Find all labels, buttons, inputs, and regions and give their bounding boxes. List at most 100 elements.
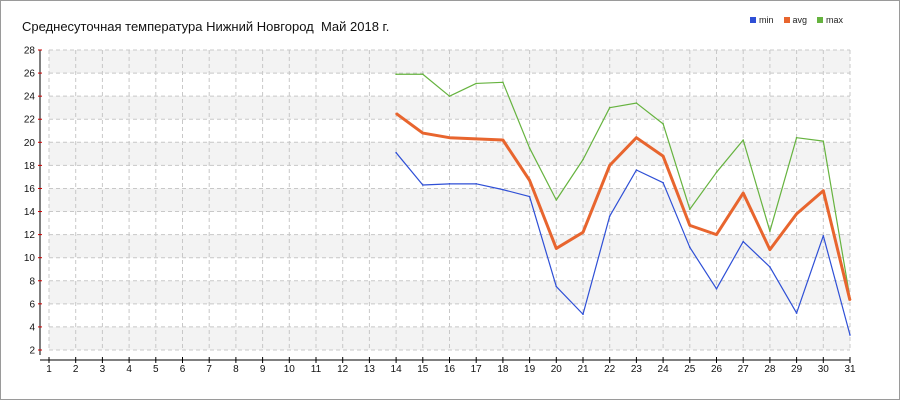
data-point-avg bbox=[635, 136, 638, 139]
data-point-max bbox=[689, 208, 691, 211]
x-tick-label: 26 bbox=[711, 364, 723, 375]
data-point-max bbox=[475, 82, 478, 85]
data-point-max bbox=[448, 95, 451, 97]
legend-entry-avg: avg bbox=[783, 15, 808, 25]
y-tick-label: 16 bbox=[24, 184, 36, 195]
data-point-min bbox=[769, 266, 771, 268]
x-tick-label: 8 bbox=[233, 364, 239, 375]
y-tick-label: 2 bbox=[29, 346, 35, 357]
x-tick-label: 22 bbox=[604, 364, 616, 375]
data-point-max bbox=[662, 123, 664, 125]
data-point-min bbox=[582, 313, 584, 316]
grid-band bbox=[49, 50, 850, 74]
grid-band bbox=[49, 280, 850, 304]
data-point-max bbox=[395, 73, 397, 76]
y-tick-label: 20 bbox=[24, 138, 36, 149]
y-tick-label: 12 bbox=[24, 230, 36, 241]
data-point-avg bbox=[475, 138, 478, 140]
data-point-avg bbox=[395, 112, 397, 115]
x-tick-label: 21 bbox=[577, 364, 589, 375]
x-tick-label: 10 bbox=[284, 364, 296, 375]
x-tick-label: 16 bbox=[444, 364, 456, 375]
grid-band bbox=[49, 142, 850, 166]
y-tick-label: 22 bbox=[24, 115, 36, 126]
x-tick-label: 4 bbox=[126, 364, 132, 375]
y-tick-label: 10 bbox=[24, 253, 36, 264]
data-point-max bbox=[422, 73, 424, 76]
x-tick-label: 6 bbox=[180, 364, 186, 375]
data-point-max bbox=[742, 139, 744, 141]
data-point-max bbox=[502, 81, 504, 84]
legend-label-avg: avg bbox=[792, 15, 808, 25]
data-point-max bbox=[635, 102, 638, 104]
x-tick-label: 18 bbox=[497, 364, 509, 375]
x-tick-label: 30 bbox=[818, 364, 830, 375]
data-point-min bbox=[662, 181, 664, 184]
series-line-max bbox=[396, 73, 851, 299]
y-tick-label: 24 bbox=[24, 92, 36, 103]
x-tick-label: 11 bbox=[311, 364, 322, 375]
data-point-avg bbox=[822, 189, 825, 192]
data-point-min bbox=[448, 183, 451, 185]
data-point-max bbox=[608, 106, 611, 109]
x-tick-label: 27 bbox=[738, 364, 750, 375]
x-tick-label: 19 bbox=[524, 364, 536, 375]
data-point-avg bbox=[448, 136, 451, 139]
x-tick-label: 24 bbox=[658, 364, 670, 375]
data-point-min bbox=[608, 215, 611, 217]
data-point-max bbox=[582, 158, 584, 161]
data-point-min bbox=[715, 288, 718, 290]
data-point-avg bbox=[528, 179, 531, 182]
legend-label-min: min bbox=[759, 15, 774, 25]
data-point-avg bbox=[555, 247, 558, 250]
data-point-avg bbox=[502, 139, 504, 141]
data-point-max bbox=[822, 140, 825, 142]
data-point-avg bbox=[582, 231, 584, 234]
series-line-min bbox=[395, 152, 851, 336]
x-tick-label: 31 bbox=[844, 364, 856, 375]
data-point-avg bbox=[689, 224, 691, 227]
x-tick-label: 25 bbox=[684, 364, 696, 375]
x-tick-label: 23 bbox=[631, 364, 643, 375]
y-tick-label: 4 bbox=[29, 322, 35, 333]
x-tick-label: 1 bbox=[46, 364, 52, 375]
data-point-max bbox=[555, 199, 558, 201]
x-tick-label: 5 bbox=[153, 364, 159, 375]
y-tick-label: 6 bbox=[29, 299, 35, 310]
y-tick-label: 28 bbox=[24, 46, 36, 57]
data-point-min bbox=[555, 285, 558, 288]
data-point-min bbox=[502, 188, 504, 191]
x-tick-label: 15 bbox=[417, 364, 429, 375]
x-tick-label: 7 bbox=[206, 364, 212, 375]
legend-swatch-min bbox=[750, 17, 756, 23]
legend-entry-min: min bbox=[750, 15, 774, 25]
data-point-avg bbox=[849, 299, 851, 302]
x-tick-label: 29 bbox=[791, 364, 803, 375]
data-point-max bbox=[769, 230, 771, 232]
x-tick-label: 17 bbox=[471, 364, 483, 375]
x-tick-label: 9 bbox=[260, 364, 266, 375]
x-tick-label: 28 bbox=[764, 364, 776, 375]
data-point-avg bbox=[422, 132, 424, 134]
data-point-avg bbox=[769, 248, 771, 251]
x-tick-label: 12 bbox=[337, 364, 349, 375]
legend-entry-max: max bbox=[817, 15, 843, 25]
data-point-min bbox=[528, 195, 531, 198]
x-tick-label: 13 bbox=[364, 364, 376, 375]
data-point-min bbox=[422, 184, 424, 186]
data-point-avg bbox=[742, 192, 744, 194]
x-tick-label: 14 bbox=[391, 364, 403, 375]
data-point-avg bbox=[662, 155, 664, 157]
data-point-min bbox=[795, 312, 798, 314]
x-tick-label: 3 bbox=[100, 364, 106, 375]
data-point-max bbox=[795, 136, 798, 139]
data-point-min bbox=[635, 169, 638, 171]
data-point-max bbox=[528, 147, 531, 149]
y-tick-label: 18 bbox=[24, 161, 36, 172]
legend-swatch-max bbox=[817, 17, 824, 23]
data-point-avg bbox=[608, 164, 611, 167]
data-point-min bbox=[849, 334, 851, 336]
y-tick-label: 26 bbox=[24, 69, 36, 80]
legend-label-max: max bbox=[826, 15, 844, 25]
